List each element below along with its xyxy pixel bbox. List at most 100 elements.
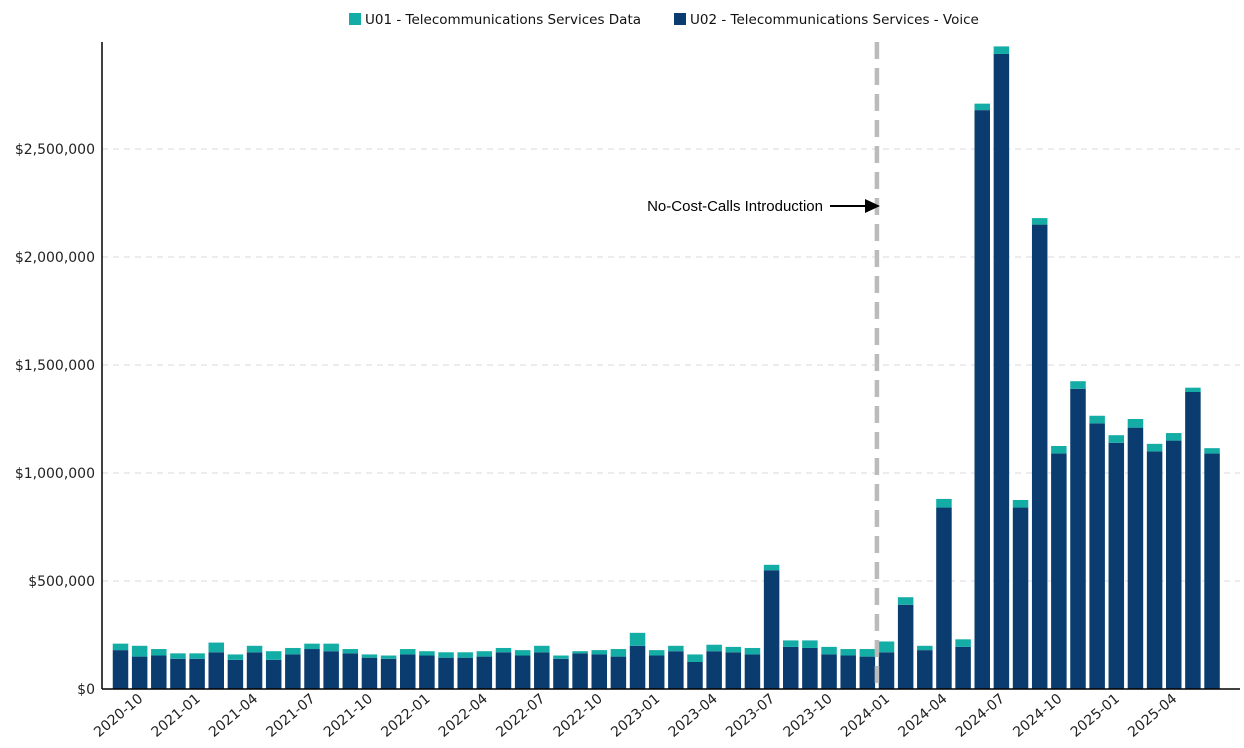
x-tick-label: 2025-04: [1125, 691, 1180, 741]
bar-data: [265, 651, 282, 660]
x-tick-label: 2021-04: [206, 691, 261, 741]
bar-voice: [974, 110, 990, 690]
x-tick-label: 2020-10: [91, 691, 146, 741]
bar-data: [189, 653, 205, 659]
bar-data: [610, 649, 627, 657]
x-tick-label: 2021-07: [263, 691, 318, 741]
x-axis-ticks: 2020-10 2021-01 2021-04 2021-07 2021-10 2022-…: [91, 691, 1180, 741]
bar-data: [1108, 435, 1125, 443]
bar-voice: [342, 653, 359, 689]
bar-data: [1089, 415, 1105, 424]
bar-data: [476, 651, 493, 657]
bar-data: [342, 649, 359, 654]
bar-voice: [993, 53, 1010, 689]
bar-data: [323, 643, 339, 652]
bar-voice: [610, 656, 627, 689]
bar-voice: [1146, 451, 1163, 689]
bar-data: [974, 103, 990, 111]
bar-data: [246, 645, 263, 653]
annotation-arrow-head: [865, 199, 880, 213]
bar-data: [572, 651, 588, 654]
bar-data: [1070, 381, 1086, 389]
bar-data: [821, 646, 837, 655]
x-tick-label: 2025-01: [1068, 691, 1123, 741]
bar-voice: [878, 652, 895, 689]
bar-data: [1166, 433, 1182, 441]
legend: U01 - Telecommunications Services Data U…: [349, 12, 979, 28]
bar-voice: [1031, 224, 1048, 689]
bar-data: [706, 644, 722, 652]
bar-voice: [955, 646, 971, 689]
y-axis-ticks: $0 $500,000 $1,000,000 $1,500,000 $2,000,000…: [15, 142, 95, 698]
legend-label-voice: U02 - Telecommunications Services - Voic…: [690, 12, 979, 28]
bar-voice: [323, 651, 339, 689]
bar-voice: [476, 656, 493, 689]
bar-voice: [112, 650, 129, 689]
bar-voice: [859, 656, 876, 689]
bar-voice: [380, 658, 397, 689]
annotation: No-Cost-Calls Introduction: [647, 198, 880, 215]
bar-data: [1146, 443, 1163, 452]
gridlines: [102, 148, 1240, 582]
bar-voice: [304, 649, 320, 689]
bar-data: [170, 653, 186, 659]
bar-data: [380, 655, 397, 659]
bar-voice: [189, 658, 205, 689]
bar-voice: [840, 655, 856, 689]
x-tick-label: 2023-04: [666, 691, 721, 741]
bar-voice: [572, 653, 588, 689]
legend-label-data: U01 - Telecommunications Services Data: [365, 12, 641, 28]
bar-data: [1031, 218, 1048, 225]
bar-data: [802, 640, 818, 648]
bar-voice: [591, 654, 607, 689]
bar-voice: [668, 651, 684, 689]
bar-voice: [361, 657, 378, 689]
bar-voice: [246, 652, 263, 689]
bars: [112, 46, 1220, 690]
y-tick-label: $1,500,000: [15, 358, 95, 374]
bar-voice: [917, 650, 933, 689]
bar-voice: [285, 654, 301, 689]
bar-data: [763, 564, 780, 571]
bar-voice: [419, 655, 435, 689]
bar-voice: [1070, 388, 1086, 689]
bar-voice: [1166, 440, 1182, 689]
bar-data: [304, 643, 320, 650]
bar-data: [514, 650, 531, 656]
bar-data: [668, 645, 684, 652]
x-tick-label: 2023-07: [723, 691, 778, 741]
y-tick-label: $1,000,000: [15, 466, 95, 482]
bar-voice: [821, 654, 837, 689]
bar-voice: [1012, 507, 1029, 689]
bar-voice: [763, 570, 780, 689]
x-tick-label: 2024-10: [1010, 691, 1065, 741]
bar-voice: [783, 646, 799, 689]
bar-voice: [151, 655, 167, 689]
bar-data: [112, 643, 129, 651]
bar-data: [495, 647, 512, 653]
bar-voice: [725, 652, 742, 689]
bar-voice: [400, 654, 416, 689]
bar-voice: [629, 645, 646, 689]
x-tick-label: 2021-10: [321, 691, 376, 741]
y-tick-label: $2,500,000: [15, 142, 95, 158]
bar-voice: [1185, 392, 1201, 689]
bar-data: [897, 597, 914, 605]
bar-voice: [495, 652, 512, 689]
x-tick-label: 2023-10: [781, 691, 836, 741]
bar-voice: [208, 652, 224, 689]
bar-voice: [744, 654, 761, 689]
bar-voice: [131, 656, 148, 689]
annotation-text: No-Cost-Calls Introduction: [647, 198, 823, 215]
bar-data: [457, 652, 473, 658]
bar-data: [1051, 446, 1067, 454]
x-tick-label: 2024-04: [895, 691, 950, 741]
bar-voice: [687, 662, 703, 689]
y-tick-label: $2,000,000: [15, 250, 95, 266]
bar-data: [648, 650, 665, 656]
bar-data: [151, 649, 167, 656]
bar-data: [534, 645, 550, 653]
bar-data: [1012, 500, 1029, 508]
bar-data: [400, 649, 416, 655]
